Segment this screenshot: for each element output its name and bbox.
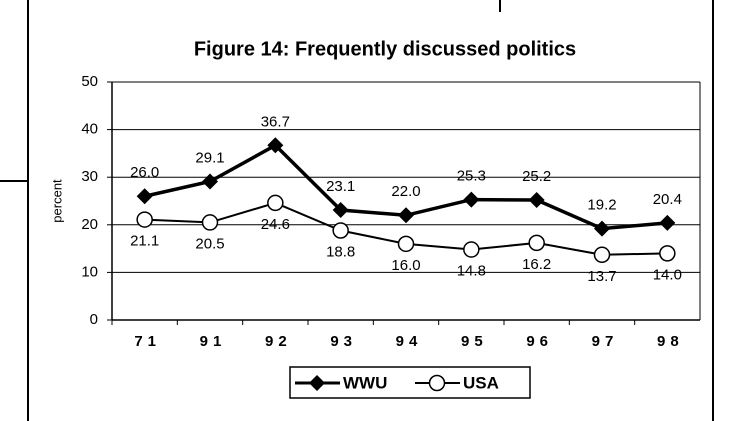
y-tick-label: 0 [90,311,98,328]
x-tick-label: 93 [330,333,357,350]
marker [593,246,611,264]
data-label: 29.1 [195,149,224,166]
data-label: 18.8 [326,243,355,260]
marker [398,207,414,224]
data-label: 22.0 [391,183,420,200]
data-label: 16.0 [391,257,420,274]
data-label: 26.0 [130,164,159,181]
marker [659,245,676,262]
marker [463,191,480,208]
marker [397,235,415,253]
x-tick-label: 91 [200,333,227,350]
marker [332,202,349,219]
data-label: 13.7 [587,268,616,285]
y-tick-label: 40 [81,121,98,138]
data-label: 24.6 [261,216,290,233]
y-tick-label: 10 [81,263,98,280]
x-tick-label: 97 [592,333,619,350]
chart-border [27,0,714,421]
y-tick-label: 50 [81,73,98,90]
marker [528,192,545,209]
marker [201,214,219,231]
data-label: 20.5 [195,235,224,252]
data-label: 14.0 [653,266,682,283]
marker [659,214,676,231]
marker [202,173,218,190]
data-label: 21.1 [130,233,159,250]
legend-label: USA [463,373,499,392]
y-axis-label: percent [49,179,64,223]
marker [332,222,349,239]
y-tick-label: 30 [81,168,98,185]
data-label: 25.3 [457,168,486,185]
data-label: 16.2 [522,256,551,273]
x-tick-label: 94 [396,333,423,350]
data-label: 25.2 [522,168,551,185]
marker [267,137,284,154]
chart-title: Figure 14: Frequently discussed politics [194,38,576,60]
x-tick-label: 95 [461,333,488,350]
marker [463,241,480,258]
x-tick-label: 96 [526,333,553,350]
data-label: 23.1 [326,178,355,195]
x-tick-label: 71 [134,333,161,350]
data-label: 36.7 [261,113,290,130]
marker [309,375,325,391]
x-tick-label: 92 [265,333,292,350]
x-tick-label: 98 [657,333,684,350]
data-label: 14.8 [457,263,486,280]
data-label: 20.4 [653,191,682,208]
y-tick-label: 20 [81,216,98,233]
data-label: 19.2 [587,197,616,214]
marker [428,374,446,392]
marker [136,188,153,205]
legend-label: WWU [343,373,387,392]
marker [528,234,545,252]
marker [267,194,284,212]
marker [594,220,610,237]
marker [136,211,153,228]
